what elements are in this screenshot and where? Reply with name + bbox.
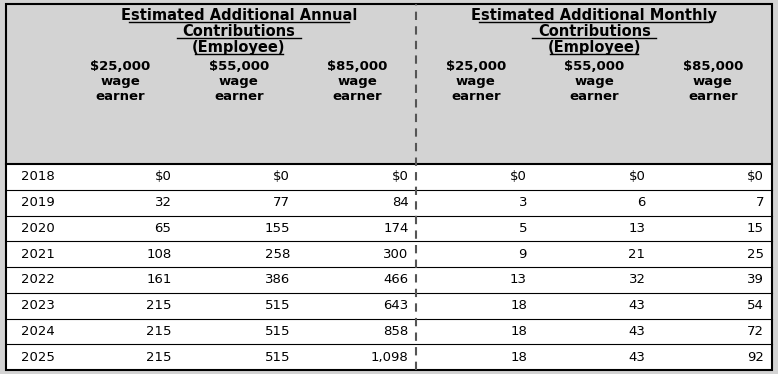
Bar <box>6 4 772 164</box>
Text: Estimated Additional Monthly: Estimated Additional Monthly <box>471 8 717 23</box>
Text: 84: 84 <box>392 196 408 209</box>
Text: $0: $0 <box>747 171 764 183</box>
Bar <box>6 215 772 241</box>
Text: (Employee): (Employee) <box>192 40 286 55</box>
Text: 25: 25 <box>747 248 764 261</box>
Text: 643: 643 <box>384 299 408 312</box>
Text: wage: wage <box>456 75 496 88</box>
Text: 65: 65 <box>155 222 171 235</box>
Bar <box>6 293 772 319</box>
Text: 515: 515 <box>265 299 290 312</box>
Text: (Employee): (Employee) <box>548 40 641 55</box>
Text: $0: $0 <box>273 171 290 183</box>
Text: 2023: 2023 <box>21 299 55 312</box>
Bar <box>6 190 772 215</box>
Text: 32: 32 <box>629 273 646 286</box>
Text: 174: 174 <box>383 222 408 235</box>
Text: 2024: 2024 <box>21 325 55 338</box>
Text: wage: wage <box>219 75 258 88</box>
Text: earner: earner <box>451 90 500 103</box>
Text: 77: 77 <box>273 196 290 209</box>
Text: 6: 6 <box>637 196 646 209</box>
Text: wage: wage <box>574 75 614 88</box>
Text: earner: earner <box>96 90 145 103</box>
Text: Contributions: Contributions <box>182 24 295 39</box>
Text: 858: 858 <box>384 325 408 338</box>
Text: 2019: 2019 <box>21 196 55 209</box>
Text: 2022: 2022 <box>21 273 55 286</box>
Text: 108: 108 <box>146 248 171 261</box>
Text: 215: 215 <box>146 299 171 312</box>
Text: 2025: 2025 <box>21 351 55 364</box>
Text: 466: 466 <box>384 273 408 286</box>
Text: 215: 215 <box>146 325 171 338</box>
Text: $55,000: $55,000 <box>209 60 269 73</box>
Bar <box>6 319 772 344</box>
Text: 21: 21 <box>629 248 646 261</box>
Text: 7: 7 <box>755 196 764 209</box>
Text: 32: 32 <box>155 196 171 209</box>
Text: 386: 386 <box>265 273 290 286</box>
Text: 5: 5 <box>518 222 527 235</box>
Bar <box>6 164 772 190</box>
Text: 15: 15 <box>747 222 764 235</box>
Text: 155: 155 <box>265 222 290 235</box>
Text: 3: 3 <box>518 196 527 209</box>
Text: 18: 18 <box>510 299 527 312</box>
Text: $0: $0 <box>510 171 527 183</box>
Bar <box>6 267 772 293</box>
Text: 9: 9 <box>519 248 527 261</box>
Text: 258: 258 <box>265 248 290 261</box>
Text: 43: 43 <box>629 299 646 312</box>
Text: earner: earner <box>569 90 619 103</box>
Text: 1,098: 1,098 <box>371 351 408 364</box>
Text: 515: 515 <box>265 351 290 364</box>
Text: 2018: 2018 <box>21 171 55 183</box>
Text: 54: 54 <box>747 299 764 312</box>
Text: 161: 161 <box>146 273 171 286</box>
Text: 39: 39 <box>747 273 764 286</box>
Text: $0: $0 <box>629 171 646 183</box>
Text: 300: 300 <box>384 248 408 261</box>
Text: 43: 43 <box>629 351 646 364</box>
Text: Contributions: Contributions <box>538 24 650 39</box>
Text: $85,000: $85,000 <box>682 60 743 73</box>
Text: 2021: 2021 <box>21 248 55 261</box>
Text: wage: wage <box>693 75 733 88</box>
Text: 92: 92 <box>747 351 764 364</box>
Text: 215: 215 <box>146 351 171 364</box>
Text: 43: 43 <box>629 325 646 338</box>
Text: $25,000: $25,000 <box>90 60 150 73</box>
Text: $55,000: $55,000 <box>564 60 625 73</box>
Bar <box>6 241 772 267</box>
Text: earner: earner <box>332 90 382 103</box>
Text: 13: 13 <box>510 273 527 286</box>
Text: 18: 18 <box>510 325 527 338</box>
Text: 18: 18 <box>510 351 527 364</box>
Text: $85,000: $85,000 <box>327 60 387 73</box>
Text: 515: 515 <box>265 325 290 338</box>
Text: $0: $0 <box>155 171 171 183</box>
Bar <box>6 344 772 370</box>
Text: $0: $0 <box>391 171 408 183</box>
Text: $25,000: $25,000 <box>446 60 506 73</box>
Text: 13: 13 <box>629 222 646 235</box>
Text: 72: 72 <box>747 325 764 338</box>
Text: Estimated Additional Annual: Estimated Additional Annual <box>121 8 357 23</box>
Text: wage: wage <box>338 75 377 88</box>
Text: wage: wage <box>100 75 140 88</box>
Text: 2020: 2020 <box>21 222 55 235</box>
Text: earner: earner <box>214 90 264 103</box>
Text: earner: earner <box>688 90 738 103</box>
